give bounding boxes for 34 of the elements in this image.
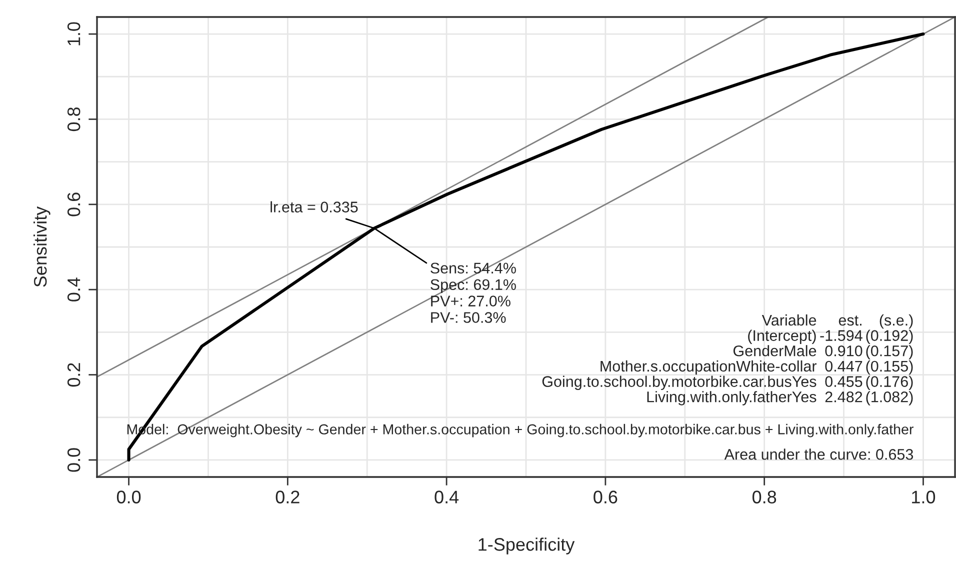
annotation: 0.910	[825, 345, 862, 356]
annotation: (0.176)	[866, 376, 913, 390]
x-tick-label: 0.2	[276, 490, 300, 504]
annotation: -1.594	[820, 330, 862, 341]
annotation: (0.192)	[866, 330, 913, 344]
annotation: (0.157)	[866, 345, 913, 360]
annotation: Area under the curve: 0.653	[724, 448, 914, 460]
y-axis-title: Sensitivity	[33, 206, 50, 287]
x-axis-title: 1-Specificity	[478, 538, 575, 554]
x-tick-label: 1.0	[912, 490, 936, 504]
annotation: Mother.s.occupationWhite-collar	[600, 360, 817, 375]
x-tick-label: 0.6	[594, 490, 618, 504]
y-tick-label: 0.2	[67, 363, 80, 387]
x-tick-label: 0.4	[434, 490, 459, 504]
annotation: 0.455	[825, 376, 862, 387]
annotation: 2.482	[825, 391, 862, 402]
x-tick-label: 0.0	[116, 490, 141, 504]
annotation: Living.with.only.fatherYes	[647, 391, 816, 406]
annotation: Going.to.school.by.motorbike.car.busYes	[542, 376, 816, 390]
annotation: (Intercept)	[748, 330, 816, 344]
x-tick-label: 0.8	[752, 490, 776, 504]
y-tick-label: 0.0	[67, 448, 80, 472]
y-tick-label: 0.4	[67, 278, 80, 302]
annotation: (0.155)	[866, 360, 913, 375]
annotation: Variable	[762, 314, 816, 326]
annotation: (s.e.)	[880, 314, 913, 329]
y-tick-label: 1.0	[67, 22, 80, 46]
annotation: GenderMale	[733, 345, 816, 356]
y-tick-label: 0.8	[67, 107, 80, 132]
y-tick-label: 0.6	[67, 192, 80, 216]
annotation: 0.447	[825, 360, 862, 372]
annotation: lr.eta = 0.335	[270, 201, 358, 212]
annotation: (1.082)	[866, 391, 913, 406]
annotation: est.	[838, 316, 862, 326]
